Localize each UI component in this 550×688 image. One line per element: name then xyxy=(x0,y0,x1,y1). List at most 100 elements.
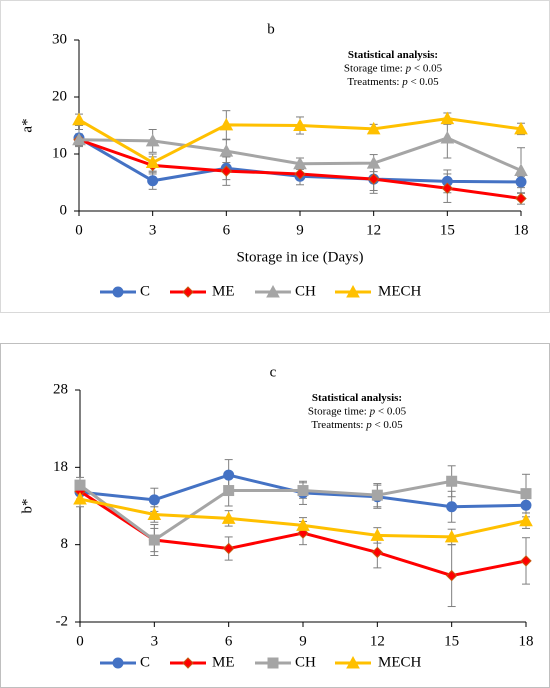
x-tick-label: 12 xyxy=(370,633,385,649)
data-point xyxy=(446,475,458,487)
data-point xyxy=(147,507,162,521)
data-point xyxy=(366,156,381,169)
annotation-part: p xyxy=(401,76,408,88)
legend-label: MECH xyxy=(378,654,422,670)
annotation-part: Statistical analysis: xyxy=(312,392,402,404)
legend-label: ME xyxy=(212,654,235,670)
data-point xyxy=(145,155,160,169)
data-point xyxy=(147,175,159,187)
x-tick-label: 18 xyxy=(514,222,529,238)
annotation-part: p xyxy=(365,419,372,431)
annotation-part: Treatments: xyxy=(347,76,402,88)
data-point xyxy=(441,182,454,194)
y-tick-label: -2 xyxy=(56,613,69,629)
data-point xyxy=(444,529,459,543)
y-tick-label: 0 xyxy=(60,202,68,218)
y-tick-label: 28 xyxy=(53,381,68,397)
data-point xyxy=(221,511,236,524)
data-point xyxy=(367,173,380,185)
x-tick-label: 6 xyxy=(225,633,233,649)
x-tick-label: 15 xyxy=(440,222,455,238)
y-tick-label: 8 xyxy=(61,536,69,552)
x-tick-label: 12 xyxy=(366,222,381,238)
legend-marker xyxy=(266,284,280,298)
data-point xyxy=(371,546,384,559)
legend-label: ME xyxy=(212,283,235,299)
annotation-part: Storage time: xyxy=(344,62,406,74)
legend-marker xyxy=(182,657,194,669)
data-point xyxy=(296,518,310,531)
x-tick-label: 18 xyxy=(519,633,534,649)
annotation-part: Statistical analysis: xyxy=(348,49,438,61)
data-point xyxy=(366,121,381,135)
data-point xyxy=(370,528,385,541)
annotation: Storage time: p < 0.05 xyxy=(308,405,407,417)
x-tick-label: 0 xyxy=(76,633,84,649)
legend-label: MECH xyxy=(378,283,422,299)
x-axis-label: Storage in ice (Days) xyxy=(236,249,363,265)
annotation-part: < 0.05 xyxy=(372,419,403,431)
x-tick-label: 3 xyxy=(149,222,157,238)
legend-marker xyxy=(112,286,124,298)
annotation-part: p xyxy=(405,62,412,74)
x-tick-label: 6 xyxy=(223,222,231,238)
data-point xyxy=(446,501,458,513)
y-axis-label: b* xyxy=(19,499,35,514)
data-point xyxy=(519,513,533,527)
legend-marker xyxy=(346,655,360,669)
annotation: Treatments: p < 0.05 xyxy=(347,76,439,88)
data-point xyxy=(293,156,307,170)
y-axis-label: a* xyxy=(19,118,35,132)
chart-title: c xyxy=(270,364,277,380)
data-point xyxy=(514,163,528,177)
data-point xyxy=(222,542,235,555)
legend-label: C xyxy=(140,654,150,670)
data-point xyxy=(72,112,86,126)
data-point xyxy=(74,479,86,491)
annotation-part: < 0.05 xyxy=(408,76,439,88)
x-tick-label: 15 xyxy=(444,633,459,649)
y-tick-label: 18 xyxy=(53,459,68,475)
legend-label: CH xyxy=(295,654,316,670)
y-tick-label: 20 xyxy=(52,88,67,104)
data-point xyxy=(515,176,527,188)
data-point xyxy=(520,555,532,567)
legend-marker xyxy=(346,284,360,298)
annotation-part: Treatments: xyxy=(311,419,366,431)
legend-marker xyxy=(267,657,279,669)
legend-label: CH xyxy=(295,283,316,299)
data-point xyxy=(223,469,235,481)
data-point xyxy=(220,165,233,177)
data-point xyxy=(219,144,234,157)
annotation: Treatments: p < 0.05 xyxy=(311,419,403,431)
annotation-part: Storage time: xyxy=(308,405,370,417)
panel-frame xyxy=(0,0,550,313)
x-tick-label: 0 xyxy=(75,222,83,238)
data-point xyxy=(73,491,87,505)
annotation: Storage time: p < 0.05 xyxy=(344,62,443,74)
data-point xyxy=(440,111,455,125)
data-point xyxy=(297,485,309,497)
data-point xyxy=(371,489,383,501)
x-tick-label: 9 xyxy=(299,633,307,649)
data-point xyxy=(293,118,307,131)
data-point xyxy=(223,485,235,497)
data-point xyxy=(72,132,86,146)
x-tick-label: 9 xyxy=(296,222,304,238)
y-tick-label: 10 xyxy=(52,145,67,161)
x-tick-label: 3 xyxy=(151,633,159,649)
data-point xyxy=(445,569,458,582)
data-point xyxy=(515,192,527,205)
annotation: Statistical analysis: xyxy=(348,49,438,61)
legend-marker xyxy=(112,657,124,669)
legend-marker xyxy=(182,286,194,298)
data-point xyxy=(520,499,532,511)
annotation: Statistical analysis: xyxy=(312,392,402,404)
data-point xyxy=(294,168,306,180)
data-point xyxy=(148,534,160,546)
data-point xyxy=(514,121,528,135)
annotation-part: < 0.05 xyxy=(375,405,406,417)
data-point xyxy=(440,130,455,144)
data-point xyxy=(219,117,234,131)
